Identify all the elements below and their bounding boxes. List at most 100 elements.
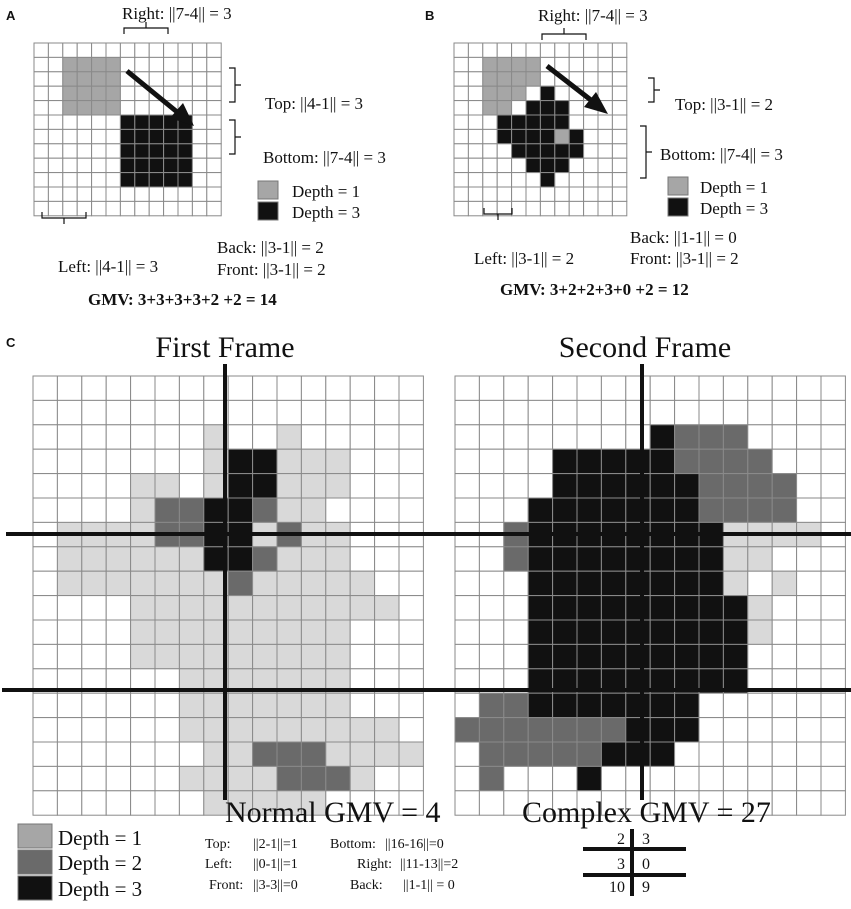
grid-cell — [478, 473, 505, 499]
panel-a-back-label: Back: ||3-1|| = 2 — [217, 238, 324, 257]
grid-cell — [32, 595, 58, 621]
grid-cell — [154, 619, 180, 645]
grid-cell — [91, 56, 107, 73]
grid-cell — [771, 570, 798, 597]
grid-cell — [478, 643, 505, 670]
grid-cell — [503, 424, 529, 450]
grid-cell — [300, 790, 327, 816]
grid-cell — [56, 643, 83, 670]
grid-cell — [374, 692, 400, 719]
grid-cell — [33, 200, 49, 217]
grid-cell — [56, 399, 83, 426]
calc-left-value: ||0-1||=1 — [253, 857, 298, 872]
grid-cell — [820, 765, 846, 792]
grid-cell — [76, 85, 93, 102]
grid-cell — [374, 399, 400, 426]
grid-cell — [503, 399, 529, 426]
grid-cell — [568, 128, 585, 145]
grid-cell — [398, 717, 424, 743]
grid-cell — [105, 143, 121, 159]
grid-cell — [32, 790, 58, 816]
grid-cell — [649, 619, 676, 645]
grid-cell — [625, 595, 651, 621]
grid-cell — [105, 424, 132, 450]
grid-cell — [191, 71, 208, 87]
grid-cell — [511, 56, 527, 73]
grid-cell — [105, 85, 121, 102]
grid-cell — [91, 42, 107, 58]
grid-cell — [511, 200, 527, 217]
grid-cell — [552, 717, 578, 743]
grid-cell — [105, 172, 121, 188]
calc-left-label: Left: — [205, 857, 232, 872]
grid-cell — [119, 100, 136, 116]
grid-cell — [56, 424, 83, 450]
grid-cell — [276, 717, 302, 743]
panel-c-legend-depth3-swatch — [17, 875, 53, 901]
grid-cell — [496, 157, 513, 174]
grid-cell — [32, 717, 58, 743]
grid-cell — [47, 157, 64, 174]
panel-b-right-label: Right: ||7-4|| = 3 — [538, 6, 648, 25]
grid-cell — [398, 643, 424, 670]
grid-cell — [154, 375, 180, 401]
grid-cell — [62, 200, 78, 217]
grid-cell — [649, 741, 676, 767]
grid-cell — [478, 424, 505, 450]
calc-top-label: Top: — [205, 837, 230, 852]
grid-cell — [76, 128, 93, 145]
grid-cell — [625, 741, 651, 767]
grid-cell — [539, 200, 556, 217]
grid-cell — [625, 399, 651, 426]
grid-cell — [600, 717, 627, 743]
grid-cell — [747, 497, 773, 523]
panel-b-motion-arrow — [545, 64, 598, 106]
grid-cell — [276, 375, 302, 401]
grid-cell — [453, 56, 469, 73]
grid-cell — [33, 186, 49, 202]
grid-cell — [91, 71, 107, 87]
grid-cell — [178, 546, 205, 572]
grid-cell — [674, 570, 700, 597]
grid-cell — [496, 128, 513, 145]
grid-cell — [600, 692, 627, 719]
grid-cell — [649, 375, 676, 401]
grid-cell — [527, 546, 554, 572]
grid-cell — [611, 56, 628, 73]
grid-cell — [552, 448, 578, 475]
grid-cell — [300, 619, 327, 645]
grid-cell — [747, 619, 773, 645]
grid-cell — [32, 741, 58, 767]
grid-cell — [539, 157, 556, 174]
grid-cell — [482, 186, 498, 202]
grid-cell — [576, 473, 602, 499]
grid-cell — [62, 172, 78, 188]
first-frame-grid — [32, 375, 424, 816]
grid-cell — [583, 172, 599, 188]
grid-cell — [148, 200, 165, 217]
grid-cell — [349, 375, 376, 401]
grid-cell — [325, 643, 351, 670]
grid-cell — [178, 424, 205, 450]
grid-cell — [552, 424, 578, 450]
grid-cell — [134, 200, 150, 217]
grid-cell — [554, 200, 570, 217]
grid-cell — [482, 100, 498, 116]
grid-cell — [600, 497, 627, 523]
grid-cell — [482, 128, 498, 145]
grid-cell — [600, 570, 627, 597]
grid-cell — [154, 546, 180, 572]
grid-cell — [527, 765, 554, 792]
grid-cell — [81, 692, 107, 719]
grid-cell — [130, 546, 156, 572]
grid-cell — [611, 42, 628, 58]
grid-cell — [130, 570, 156, 597]
panel-b-top-label: Top: ||3-1|| = 2 — [675, 95, 773, 114]
grid-cell — [47, 71, 64, 87]
grid-cell — [148, 186, 165, 202]
grid-cell — [747, 473, 773, 499]
grid-cell — [539, 114, 556, 130]
grid-cell — [105, 595, 132, 621]
grid-cell — [496, 114, 513, 130]
first-frame-title: First Frame — [155, 331, 294, 364]
